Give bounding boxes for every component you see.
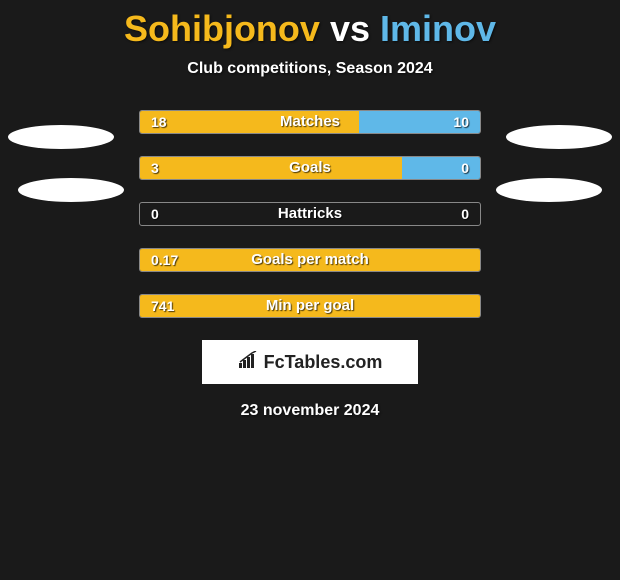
player1-name: Sohibjonov — [124, 8, 320, 49]
stat-track — [139, 248, 481, 272]
bars-icon — [238, 351, 260, 374]
value-player2: 0 — [461, 202, 469, 226]
value-player1: 741 — [151, 294, 174, 318]
value-player1: 0 — [151, 202, 159, 226]
bar-player1 — [140, 249, 480, 271]
stat-row: 741Min per goal — [139, 294, 481, 318]
avatar-placeholder — [506, 125, 612, 149]
avatar-placeholder — [18, 178, 124, 202]
value-player1: 18 — [151, 110, 167, 134]
stat-row: 0.17Goals per match — [139, 248, 481, 272]
value-player2: 0 — [461, 156, 469, 180]
value-player1: 3 — [151, 156, 159, 180]
bar-player1 — [140, 157, 402, 179]
brand-logo-text: FcTables.com — [238, 351, 383, 374]
snapshot-date: 23 november 2024 — [0, 402, 620, 420]
avatar-placeholder — [496, 178, 602, 202]
stat-track — [139, 156, 481, 180]
stat-track — [139, 110, 481, 134]
stat-row: 00Hattricks — [139, 202, 481, 226]
brand-name: FcTables.com — [264, 352, 383, 373]
subtitle: Club competitions, Season 2024 — [0, 60, 620, 78]
vs-text: vs — [330, 8, 370, 49]
stat-row: 1810Matches — [139, 110, 481, 134]
player2-name: Iminov — [380, 8, 496, 49]
value-player2: 10 — [453, 110, 469, 134]
avatar-placeholder — [8, 125, 114, 149]
stat-track — [139, 202, 481, 226]
bar-player1 — [140, 111, 359, 133]
stat-row: 30Goals — [139, 156, 481, 180]
stat-track — [139, 294, 481, 318]
value-player1: 0.17 — [151, 248, 178, 272]
brand-logo: FcTables.com — [202, 340, 418, 384]
comparison-title: Sohibjonov vs Iminov — [0, 0, 620, 50]
bar-player1 — [140, 295, 480, 317]
